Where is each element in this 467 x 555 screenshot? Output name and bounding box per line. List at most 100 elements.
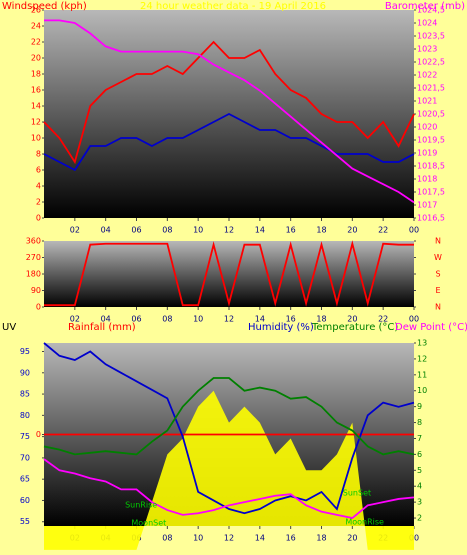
x-tick-label: 08 xyxy=(162,315,172,324)
y-tick-label: 75 xyxy=(20,432,30,441)
line xyxy=(43,458,415,520)
y2-tick-label: 11 xyxy=(417,370,427,379)
x-tick-label: 16 xyxy=(286,315,296,324)
y-tick-label: 85 xyxy=(20,390,30,399)
x-tick-label: 22 xyxy=(378,315,388,324)
legend-label: Dew Point (°C) xyxy=(395,322,467,333)
y-tick-label: 270 xyxy=(26,253,41,262)
y2-tick-label: N xyxy=(435,237,441,246)
y-tick-label: 8 xyxy=(36,150,41,159)
y2-tick-label: 4 xyxy=(417,482,422,491)
y-tick-label: 70 xyxy=(20,453,30,462)
y2-tick-label: 1024 xyxy=(417,19,437,28)
y2-tick-label: 8 xyxy=(417,418,422,427)
legend-label: Temperature (°C) xyxy=(311,322,398,333)
x-tick-label: 18 xyxy=(316,534,326,543)
y-axis-label: Windspeed (kph) xyxy=(2,1,87,12)
y-tick-label: 95 xyxy=(20,347,30,356)
y2-tick-label: 3 xyxy=(417,498,422,507)
y2-tick-label: E xyxy=(435,286,440,295)
y2-tick-label: 1017,5 xyxy=(417,188,445,197)
y2-tick-label: W xyxy=(434,253,442,262)
x-tick-label: 16 xyxy=(286,226,296,235)
y2-tick-label: 1018,5 xyxy=(417,162,445,171)
legend-label: Humidity (%) xyxy=(248,322,314,333)
y2-tick-label: 9 xyxy=(417,402,422,411)
y-tick-label: 2 xyxy=(36,198,41,207)
x-tick-label: 04 xyxy=(101,315,111,324)
y2-tick-label: 1023 xyxy=(417,45,437,54)
x-tick-label: 06 xyxy=(131,226,141,235)
line xyxy=(43,40,415,165)
y2-tick-label: 1016,5 xyxy=(417,214,445,223)
y-tick-label: 14 xyxy=(31,102,41,111)
y-tick-label: 90 xyxy=(31,286,41,295)
y2-tick-label: 1021,5 xyxy=(417,84,445,93)
x-tick-label: 20 xyxy=(347,315,357,324)
y-tick-label: 65 xyxy=(20,475,30,484)
y2-tick-label: 1022,5 xyxy=(417,58,445,67)
y-tick-label: 80 xyxy=(20,411,30,420)
y-tick-label: 12 xyxy=(31,118,41,127)
y-tick-label: 0 xyxy=(36,303,41,312)
x-tick-label: 14 xyxy=(255,226,265,235)
x-tick-label: 04 xyxy=(101,226,111,235)
line xyxy=(43,377,415,456)
y-tick-label: 0 xyxy=(36,214,41,223)
y2-tick-label: 2 xyxy=(417,514,422,523)
y2-tick-label: 13 xyxy=(417,339,427,348)
y2-tick-label: 1018 xyxy=(417,175,437,184)
x-tick-label: 12 xyxy=(224,315,234,324)
x-tick-label: 16 xyxy=(286,534,296,543)
x-tick-label: 08 xyxy=(162,226,172,235)
line xyxy=(44,19,415,204)
x-tick-label: 08 xyxy=(162,534,172,543)
y-tick-label: 10 xyxy=(31,134,41,143)
y-tick-label: 4 xyxy=(36,182,41,191)
y-tick-label: 20 xyxy=(31,54,41,63)
y2-tick-label: 1023,5 xyxy=(417,32,445,41)
legend-label: UV xyxy=(2,322,16,333)
legend-label: Rainfall (mm) xyxy=(68,322,136,333)
y2-tick-label: 1021 xyxy=(417,97,437,106)
annotation: SunRise xyxy=(125,501,157,510)
y2-axis-label: Barometer (mb) xyxy=(385,1,465,12)
x-tick-label: 06 xyxy=(131,315,141,324)
x-tick-label: 18 xyxy=(316,226,326,235)
y-tick-label: 180 xyxy=(26,270,41,279)
x-tick-label: 10 xyxy=(193,534,203,543)
x-tick-label: 22 xyxy=(378,226,388,235)
x-tick-label: 02 xyxy=(70,315,80,324)
y2-tick-label: 10 xyxy=(417,386,427,395)
y2-tick-label: S xyxy=(435,270,440,279)
y-tick-label: 55 xyxy=(20,517,30,526)
y2-tick-label: 1022 xyxy=(417,71,437,80)
y-tick-label: 0 xyxy=(36,430,41,439)
x-tick-label: 18 xyxy=(316,315,326,324)
annotation: SunSet xyxy=(343,489,371,498)
panel-direction xyxy=(44,241,414,307)
line xyxy=(44,240,414,307)
y-tick-label: 6 xyxy=(36,166,41,175)
x-tick-label: 14 xyxy=(255,534,265,543)
y2-tick-label: N xyxy=(435,303,441,312)
x-tick-label: 00 xyxy=(409,315,419,324)
annotation: MoonRise xyxy=(345,518,384,527)
y-tick-label: 22 xyxy=(31,38,41,47)
y-tick-label: 16 xyxy=(31,86,41,95)
line xyxy=(43,112,415,172)
y2-tick-label: 12 xyxy=(417,354,427,363)
y2-tick-label: 1020 xyxy=(417,123,437,132)
x-tick-label: 12 xyxy=(224,226,234,235)
y2-tick-label: 1019,5 xyxy=(417,136,445,145)
area xyxy=(44,390,414,550)
x-tick-label: 20 xyxy=(347,534,357,543)
x-tick-label: 12 xyxy=(224,534,234,543)
line xyxy=(43,342,415,515)
annotation: MoonSet xyxy=(131,519,166,528)
y-tick-label: 18 xyxy=(31,70,41,79)
y2-tick-label: 5 xyxy=(417,466,422,475)
y-tick-label: 24 xyxy=(31,22,41,31)
x-tick-label: 14 xyxy=(255,315,265,324)
x-tick-label: 00 xyxy=(409,226,419,235)
